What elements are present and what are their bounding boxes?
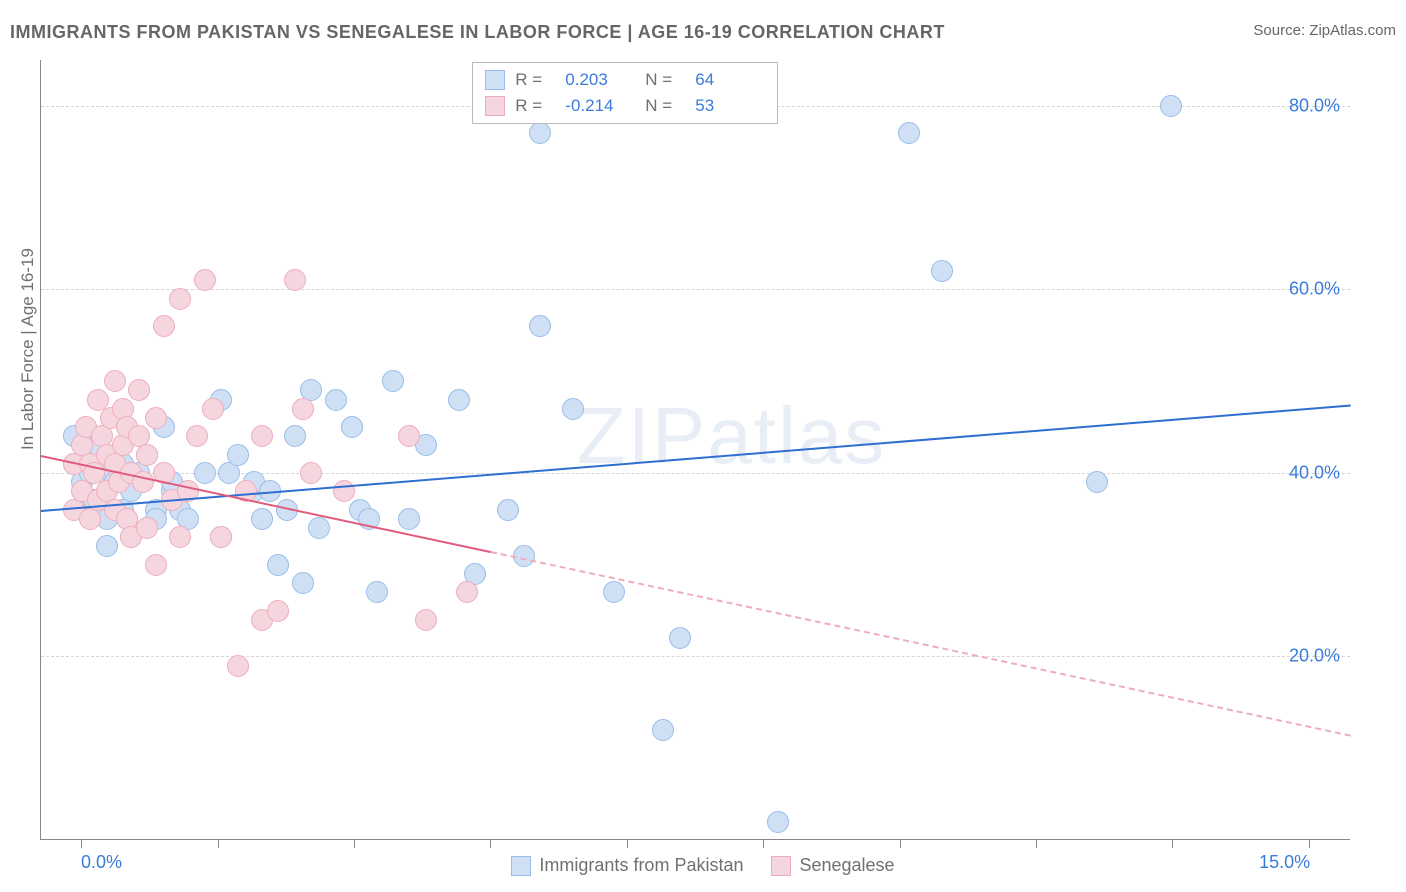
scatter-point: [128, 379, 150, 401]
scatter-point: [267, 554, 289, 576]
scatter-point: [398, 508, 420, 530]
scatter-point: [529, 315, 551, 337]
legend-r-label: R =: [515, 70, 555, 90]
scatter-point: [1160, 95, 1182, 117]
scatter-point: [153, 315, 175, 337]
legend-stats: R = 0.203 N = 64 R = -0.214 N = 53: [472, 62, 778, 124]
x-tick-mark: [490, 840, 491, 848]
scatter-point: [227, 444, 249, 466]
scatter-point: [284, 425, 306, 447]
plot-area: ZIPatlas: [40, 60, 1350, 840]
y-tick-label: 60.0%: [1280, 279, 1340, 300]
scatter-point: [603, 581, 625, 603]
scatter-point: [931, 260, 953, 282]
scatter-point: [136, 517, 158, 539]
scatter-point: [300, 462, 322, 484]
x-tick-mark: [763, 840, 764, 848]
legend-n-label: N =: [645, 96, 685, 116]
scatter-point: [292, 398, 314, 420]
legend-swatch: [485, 96, 505, 116]
scatter-point: [415, 609, 437, 631]
legend-stats-row: R = 0.203 N = 64: [485, 67, 765, 93]
scatter-point: [448, 389, 470, 411]
scatter-point: [267, 600, 289, 622]
scatter-point: [169, 526, 191, 548]
scatter-point: [529, 122, 551, 144]
scatter-point: [194, 462, 216, 484]
scatter-point: [251, 508, 273, 530]
scatter-point: [251, 425, 273, 447]
scatter-point: [104, 370, 126, 392]
scatter-point: [325, 389, 347, 411]
scatter-point: [292, 572, 314, 594]
scatter-point: [669, 627, 691, 649]
legend-swatch: [511, 856, 531, 876]
legend-n-value: 53: [695, 96, 765, 116]
legend-series: Immigrants from Pakistan Senegalese: [0, 855, 1406, 876]
x-tick-mark: [218, 840, 219, 848]
x-tick-mark: [900, 840, 901, 848]
scatter-point: [186, 425, 208, 447]
legend-swatch: [485, 70, 505, 90]
legend-r-label: R =: [515, 96, 555, 116]
scatter-point: [145, 407, 167, 429]
scatter-point: [767, 811, 789, 833]
legend-series-label: Senegalese: [799, 855, 894, 876]
chart-title: IMMIGRANTS FROM PAKISTAN VS SENEGALESE I…: [10, 22, 945, 43]
source-prefix: Source:: [1253, 22, 1309, 39]
scatter-point: [341, 416, 363, 438]
legend-series-label: Immigrants from Pakistan: [539, 855, 743, 876]
y-tick-label: 20.0%: [1280, 646, 1340, 667]
scatter-point: [562, 398, 584, 420]
scatter-point: [284, 269, 306, 291]
scatter-point: [382, 370, 404, 392]
watermark-text: ZIPatlas: [577, 390, 886, 482]
legend-n-label: N =: [645, 70, 685, 90]
scatter-point: [898, 122, 920, 144]
scatter-point: [136, 444, 158, 466]
legend-n-value: 64: [695, 70, 765, 90]
scatter-point: [366, 581, 388, 603]
scatter-point: [1086, 471, 1108, 493]
x-tick-mark: [354, 840, 355, 848]
x-tick-mark: [1172, 840, 1173, 848]
x-tick-mark: [1036, 840, 1037, 848]
legend-r-value: 0.203: [565, 70, 635, 90]
y-tick-label: 80.0%: [1280, 95, 1340, 116]
scatter-point: [227, 655, 249, 677]
legend-r-value: -0.214: [565, 96, 635, 116]
source-label: Source: ZipAtlas.com: [1253, 22, 1396, 39]
scatter-point: [308, 517, 330, 539]
scatter-point: [652, 719, 674, 741]
x-tick-mark: [627, 840, 628, 848]
x-tick-mark: [81, 840, 82, 848]
y-tick-label: 40.0%: [1280, 462, 1340, 483]
y-axis-label: In Labor Force | Age 16-19: [18, 248, 38, 450]
scatter-point: [145, 554, 167, 576]
legend-stats-row: R = -0.214 N = 53: [485, 93, 765, 119]
regression-line: [491, 551, 1351, 737]
scatter-point: [210, 526, 232, 548]
legend-swatch: [771, 856, 791, 876]
scatter-point: [398, 425, 420, 447]
legend-series-item: Immigrants from Pakistan: [511, 855, 743, 876]
x-tick-mark: [1309, 840, 1310, 848]
legend-series-item: Senegalese: [771, 855, 894, 876]
gridline: [41, 289, 1350, 290]
source-name: ZipAtlas.com: [1309, 22, 1396, 39]
scatter-point: [456, 581, 478, 603]
scatter-point: [333, 480, 355, 502]
scatter-point: [194, 269, 216, 291]
scatter-point: [497, 499, 519, 521]
scatter-point: [96, 535, 118, 557]
scatter-point: [202, 398, 224, 420]
scatter-point: [169, 288, 191, 310]
